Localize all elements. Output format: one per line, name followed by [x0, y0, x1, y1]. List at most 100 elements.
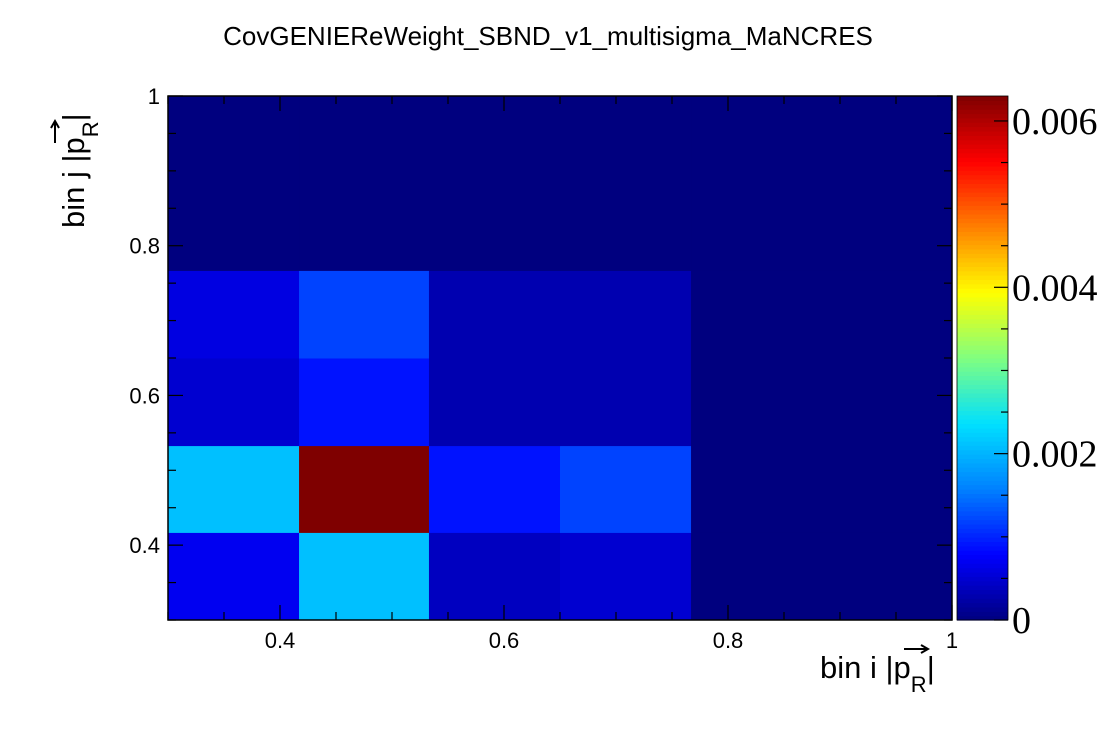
colorbar: 0 0.002 0.004 0.006: [956, 95, 1098, 642]
heatmap-cell: [428, 358, 561, 447]
colorbar-segment: [957, 261, 1008, 267]
colorbar-segment: [957, 222, 1008, 228]
colorbar-segment: [957, 209, 1008, 215]
colorbar-tick-label: 0.004: [1012, 267, 1098, 309]
heatmap-cell: [168, 532, 300, 621]
colorbar-tick-label: 0: [1012, 600, 1031, 642]
x-tick-label: 0.4: [265, 628, 296, 653]
heatmap-cell: [691, 445, 953, 533]
colorbar-segment: [957, 432, 1008, 438]
colorbar-segment: [957, 117, 1008, 123]
colorbar-segment: [957, 467, 1008, 473]
heatmap-cell: [691, 96, 953, 271]
x-axis-label-suffix: |: [927, 650, 935, 685]
colorbar-segment: [957, 327, 1008, 333]
colorbar-segment: [957, 458, 1008, 464]
colorbar-segment: [957, 611, 1008, 617]
colorbar-segment: [957, 113, 1008, 119]
colorbar-segment: [957, 130, 1008, 136]
colorbar-segment: [957, 532, 1008, 538]
y-tick-label: 0.4: [129, 533, 160, 558]
colorbar-segment: [957, 257, 1008, 263]
colorbar-segment: [957, 598, 1008, 604]
heatmap-cell: [691, 270, 953, 359]
colorbar-segment: [957, 362, 1008, 368]
colorbar-segment: [957, 240, 1008, 246]
heatmap-cell: [560, 532, 692, 621]
colorbar-segment: [957, 550, 1008, 556]
colorbar-segment: [957, 449, 1008, 455]
colorbar-segment: [957, 301, 1008, 307]
colorbar-segment: [957, 567, 1008, 573]
colorbar-segment: [957, 436, 1008, 442]
colorbar-segment: [957, 406, 1008, 411]
colorbar-segment: [957, 419, 1008, 425]
colorbar-segment: [957, 493, 1008, 499]
colorbar-segment: [957, 410, 1008, 416]
colorbar-segment: [957, 244, 1008, 250]
heatmap-cell: [691, 358, 953, 447]
colorbar-segment: [957, 519, 1008, 525]
colorbar-segment: [957, 384, 1008, 390]
colorbar-segment: [957, 248, 1008, 254]
colorbar-segment: [957, 558, 1008, 564]
x-axis-label-arrow: [904, 644, 931, 654]
colorbar-segment: [957, 288, 1008, 294]
colorbar-segment: [957, 379, 1008, 385]
colorbar-segment: [957, 270, 1008, 276]
heatmap-cell: [168, 96, 300, 271]
heatmap-cell: [560, 270, 692, 359]
heatmap-cell: [560, 96, 692, 271]
colorbar-segment: [957, 366, 1008, 372]
heatmap-cell: [168, 445, 300, 533]
colorbar-segment: [957, 353, 1008, 359]
colorbar-segment: [957, 331, 1008, 337]
colorbar-segment: [957, 349, 1008, 355]
axes: 0.4 0.6 0.8 1 0.4 0.6 0.8 1: [129, 84, 958, 653]
y-axis-label: bin j |pR|: [50, 113, 103, 228]
colorbar-segment: [957, 196, 1008, 202]
colorbar-segment: [957, 554, 1008, 560]
heatmap-cell: [299, 96, 430, 271]
colorbar-segment: [957, 187, 1008, 193]
colorbar-segment: [957, 178, 1008, 184]
colorbar-segment: [957, 371, 1008, 377]
colorbar-segment: [957, 183, 1008, 189]
colorbar-segment: [957, 340, 1008, 346]
colorbar-segment: [957, 427, 1008, 433]
colorbar-segment: [957, 336, 1008, 342]
colorbar-segment: [957, 314, 1008, 320]
colorbar-segment: [957, 227, 1008, 232]
y-axis-label-prefix: bin j |: [56, 154, 91, 228]
colorbar-segment: [957, 528, 1008, 534]
colorbar-segment: [957, 545, 1008, 551]
colorbar-segment: [957, 139, 1008, 145]
colorbar-segment: [957, 563, 1008, 569]
colorbar-segment: [957, 344, 1008, 350]
colorbar-segment: [957, 266, 1008, 272]
y-tick-label: 0.8: [129, 234, 160, 259]
colorbar-segment: [957, 497, 1008, 503]
colorbar-tick-label: 0.006: [1012, 101, 1098, 143]
colorbar-segment: [957, 174, 1008, 180]
colorbar-segment: [957, 510, 1008, 516]
heatmap-cell: [168, 358, 300, 447]
y-axis-label-suffix: |: [56, 113, 91, 121]
colorbar-segment: [957, 122, 1008, 128]
colorbar-segment: [957, 602, 1008, 608]
colorbar-segment: [957, 126, 1008, 132]
colorbar-segment: [957, 615, 1008, 621]
heatmap-cell: [428, 96, 561, 271]
colorbar-segment: [957, 192, 1008, 198]
colorbar-segment: [957, 218, 1008, 224]
colorbar-segment: [957, 296, 1008, 302]
colorbar-segment: [957, 489, 1008, 494]
colorbar-tick-label: 0.002: [1012, 434, 1098, 476]
y-tick-label: 1: [148, 84, 160, 109]
colorbar-segment: [957, 537, 1008, 542]
heatmap-cell: [168, 270, 300, 359]
colorbar-segment: [957, 135, 1008, 141]
colorbar-segment: [957, 423, 1008, 429]
